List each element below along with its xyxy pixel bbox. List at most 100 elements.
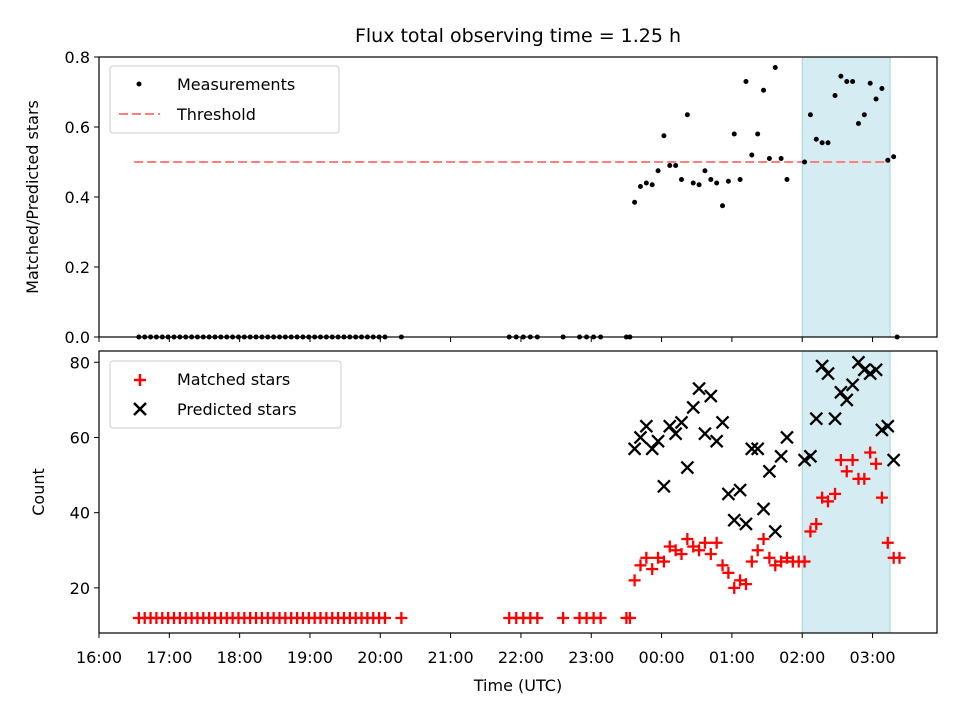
matched-star-point <box>716 559 729 572</box>
predicted-star-point <box>727 513 742 528</box>
x-tick-label: 23:00 <box>568 648 614 667</box>
predicted-star-point <box>803 449 818 464</box>
measurement-point <box>825 140 831 146</box>
x-tick-label: 22:00 <box>498 648 544 667</box>
measurement-point <box>632 199 638 205</box>
y-tick-label: 20 <box>70 579 90 598</box>
predicted-star-point <box>739 517 753 531</box>
matched-star-point <box>810 517 823 530</box>
chart-title: Flux total observing time = 1.25 h <box>355 25 681 47</box>
shaded-interval-rect <box>801 56 891 338</box>
matched-star-point <box>634 559 647 572</box>
measurement-point <box>772 65 778 70</box>
y-tick-label: 60 <box>70 428 90 447</box>
matched-star-point <box>893 551 906 564</box>
x-axis-label: Time (UTC) <box>473 676 562 695</box>
predicted-star-point <box>851 355 866 370</box>
y-tick-label: 0.2 <box>65 258 90 277</box>
measurement-point <box>655 168 661 174</box>
measurement-point <box>879 86 885 91</box>
top-shaded-interval <box>801 56 891 338</box>
measurement-point <box>873 96 879 102</box>
x-tick-label: 02:00 <box>779 648 825 667</box>
measurement-point <box>667 163 673 168</box>
predicted-star-point <box>639 419 654 434</box>
predicted-star-point <box>692 381 706 396</box>
matched-star-point <box>881 536 894 549</box>
matched-star-point <box>864 446 877 459</box>
top-x-ticks <box>98 337 874 342</box>
matched-star-point <box>840 465 853 478</box>
bottom-shaded-interval <box>801 350 891 634</box>
measurement-point <box>743 79 749 84</box>
measurement-point <box>684 112 690 118</box>
matched-star-point <box>751 544 764 557</box>
predicted-star-point <box>880 419 895 434</box>
top-y-axis-label: Matched/Predicted stars <box>23 100 42 294</box>
bottom-legend: Matched stars Predicted stars <box>109 360 342 429</box>
matched-star-point <box>623 611 636 624</box>
measurement-point <box>838 73 844 79</box>
measurement-point <box>832 93 838 98</box>
predicted-star-point <box>733 483 747 497</box>
x-tick-label: 00:00 <box>639 648 685 667</box>
predicted-star-point <box>768 524 783 539</box>
measurement-point <box>855 121 861 126</box>
bottom-matched-stars <box>132 446 906 624</box>
measurement-point <box>696 182 702 188</box>
measurement-point <box>714 180 720 186</box>
matched-star-point <box>822 495 835 508</box>
measurement-point <box>755 131 761 137</box>
predicted-star-point <box>774 449 788 464</box>
measurement-point <box>844 79 850 84</box>
matched-star-point <box>875 491 888 504</box>
measurement-point <box>813 136 819 142</box>
predicted-star-point <box>756 502 771 516</box>
bottom-panel: 20 40 60 80 16:00 17:00 18:00 19:00 20:00 21:00 2… <box>29 350 938 695</box>
bottom-axes-frame <box>98 350 938 634</box>
measurement-point <box>850 79 856 84</box>
x-tick-label: 17:00 <box>146 648 192 667</box>
legend-marker-measurements <box>136 81 142 87</box>
x-tick-label: 21:00 <box>428 648 474 667</box>
matched-star-point <box>395 611 408 624</box>
matched-star-point <box>675 548 688 561</box>
matched-star-point <box>646 563 659 576</box>
predicted-star-point <box>780 430 794 445</box>
matched-star-point <box>557 611 570 624</box>
measurement-point <box>867 80 873 86</box>
bottom-y-axis-label: Count <box>29 468 48 516</box>
bottom-legend-box <box>109 360 342 429</box>
y-tick-label: 0.4 <box>65 188 90 207</box>
measurement-point <box>725 178 731 184</box>
measurement-point <box>819 140 825 146</box>
top-measurements <box>136 65 900 340</box>
matched-star-point <box>846 454 859 467</box>
top-legend: Measurements Threshold <box>109 65 340 134</box>
measurement-point <box>807 112 813 118</box>
top-y-ticks: 0.0 0.2 0.4 0.6 0.8 <box>65 48 99 347</box>
matched-star-point <box>745 555 758 568</box>
measurement-point <box>861 112 867 118</box>
legend-marker-matched <box>134 374 146 386</box>
predicted-star-point <box>633 430 648 445</box>
matched-star-point <box>870 457 883 470</box>
measurement-point <box>702 168 708 174</box>
measurement-point <box>673 163 679 168</box>
matched-star-point <box>657 555 670 568</box>
measurement-point <box>690 180 696 186</box>
measurement-point <box>643 180 649 186</box>
measurement-point <box>708 177 714 182</box>
matched-star-point <box>594 611 607 624</box>
matched-star-point <box>710 536 723 549</box>
measurement-point <box>885 157 891 163</box>
matched-star-point <box>739 578 752 591</box>
bottom-predicted-stars <box>627 355 901 539</box>
bottom-x-ticks: 16:00 17:00 18:00 19:00 20:00 21:00 22:00 23:00… <box>76 633 896 667</box>
measurement-point <box>784 177 790 182</box>
matched-star-point <box>378 611 391 624</box>
predicted-star-point <box>680 460 695 475</box>
predicted-star-point <box>686 400 701 415</box>
measurement-point <box>802 159 808 165</box>
predicted-star-point <box>698 426 712 441</box>
